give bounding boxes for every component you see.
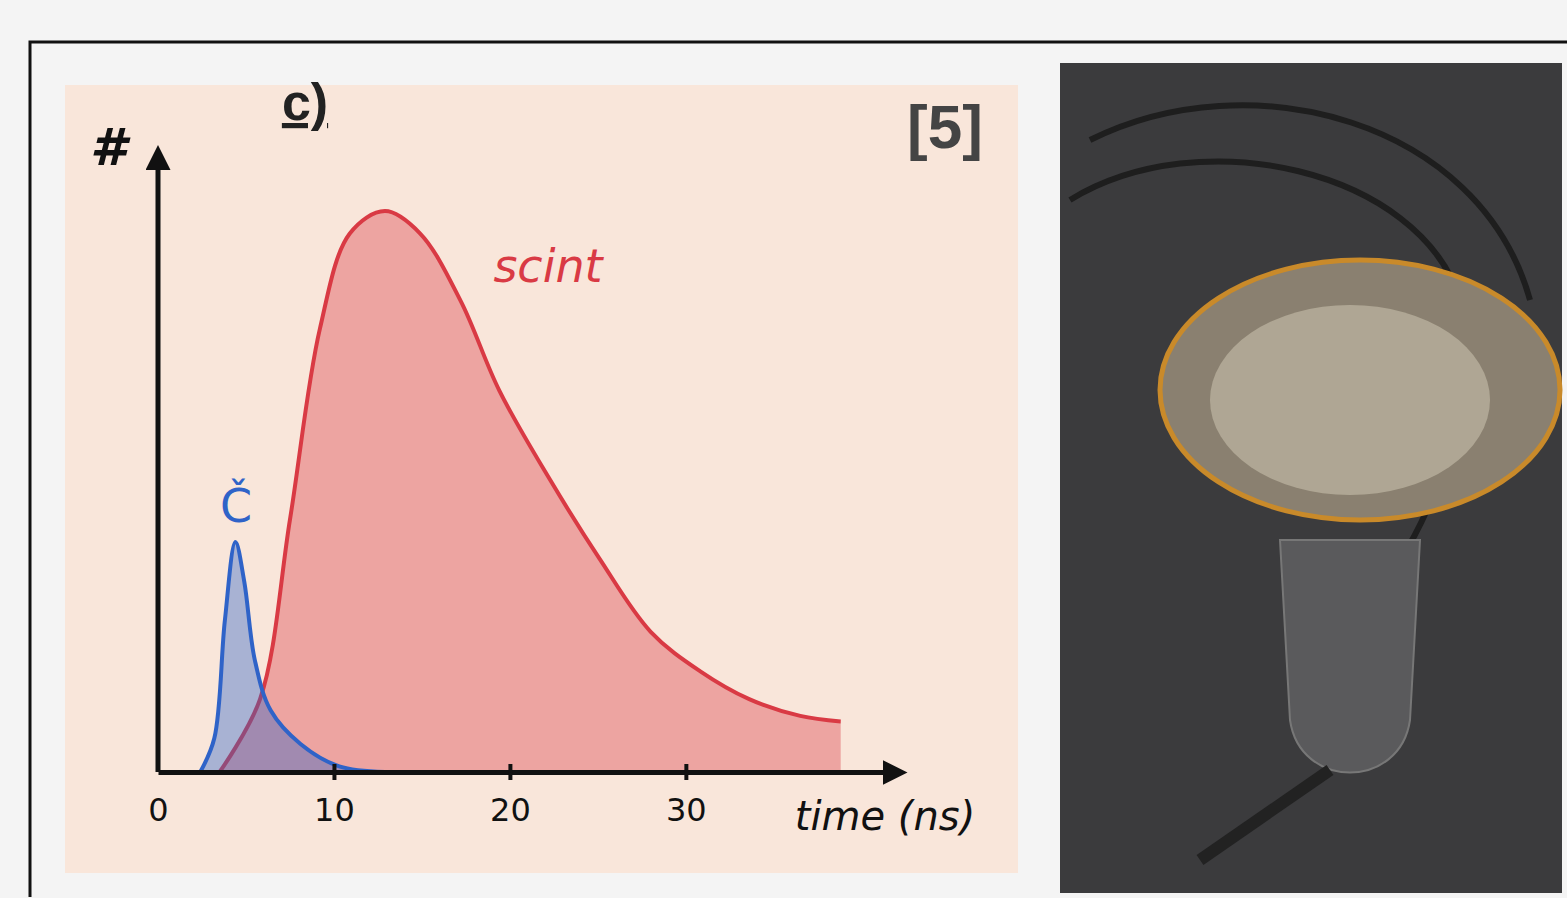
x-tick-mark	[332, 764, 336, 780]
series-label: scint	[493, 239, 604, 293]
x-tick: 20	[490, 764, 531, 829]
line	[220, 211, 841, 772]
photo-pmt-cable	[1200, 770, 1330, 860]
x-tick-mark	[684, 764, 688, 780]
photo-pmt-base	[1280, 540, 1420, 773]
photo	[1060, 63, 1562, 893]
photo-background	[1060, 63, 1562, 893]
x-axis-line	[159, 770, 898, 775]
series-label: Č	[220, 478, 252, 533]
canvas: 0 10 20 30 time (ns) # c) [5] scint Č	[0, 0, 1567, 898]
photo-pmt-reflection	[1210, 305, 1490, 495]
annotation: [5]	[907, 92, 983, 161]
x-tick: 10	[314, 764, 355, 829]
plot-marks	[200, 211, 840, 772]
x-tick-label: 20	[490, 791, 531, 829]
y-axis-line	[156, 155, 161, 772]
y-axis	[158, 155, 159, 772]
panel-background	[65, 85, 1018, 873]
x-axis-title: time (ns)	[795, 793, 976, 839]
x-tick: 30	[666, 764, 707, 829]
panel-label: c)	[282, 73, 328, 131]
y-axis-title: #	[90, 117, 131, 177]
x-axis: 0 10 20 30	[148, 764, 897, 829]
x-tick: 0	[148, 764, 168, 829]
x-tick-label: 10	[314, 791, 355, 829]
x-tick-mark	[508, 764, 512, 780]
area	[220, 211, 841, 772]
line	[200, 542, 385, 772]
frame	[30, 42, 1567, 897]
area	[200, 542, 385, 772]
photo-pmt-bulb	[1160, 260, 1560, 520]
x-tick-label: 0	[148, 791, 168, 829]
x-tick-label: 30	[666, 791, 707, 829]
